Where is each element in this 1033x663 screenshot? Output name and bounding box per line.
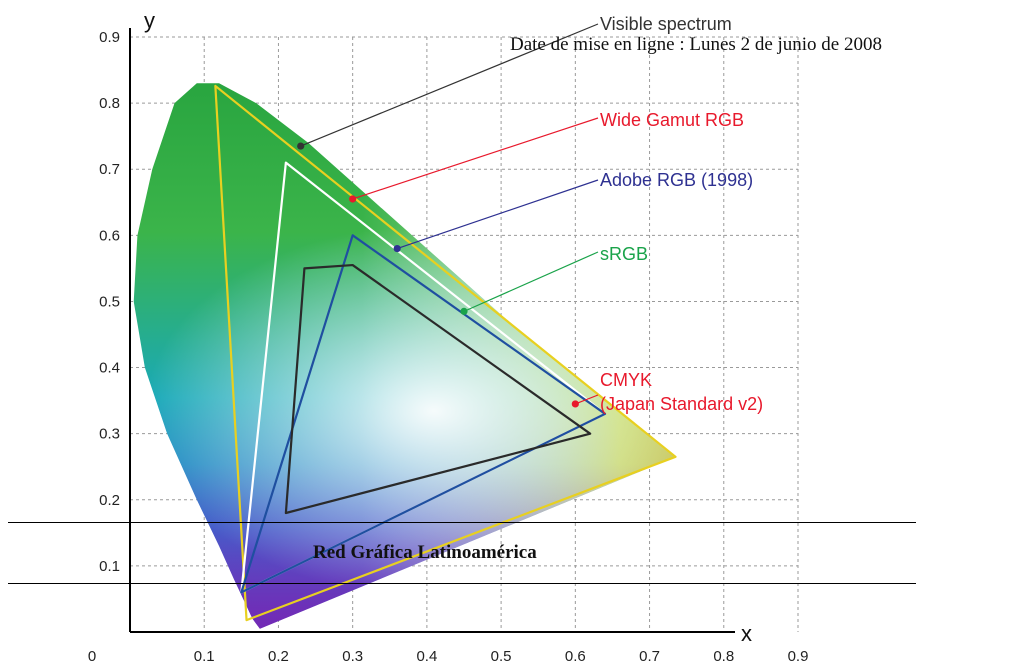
callout-dot	[297, 142, 305, 150]
x-tick-label: 0.1	[194, 648, 215, 663]
x-tick-label: 0.4	[416, 648, 437, 663]
callout-dot	[349, 195, 357, 203]
callout-label-cmyk: CMYK	[600, 370, 652, 390]
callout-line	[397, 179, 599, 250]
callout-label-wide-gamut-rgb: Wide Gamut RGB	[600, 110, 744, 130]
x-tick-label: 0.5	[491, 648, 512, 663]
x-tick-label: 0	[88, 648, 96, 663]
x-axis-label: x	[741, 621, 752, 646]
gamut-triangles	[214, 84, 677, 622]
callouts: Visible spectrum Wide Gamut RGB Adobe RGB …	[297, 14, 763, 414]
x-tick-label: 0.2	[268, 648, 289, 663]
banner-text: Red Gráfica Latinoamérica	[313, 542, 537, 563]
x-tick-label: 0.8	[713, 648, 734, 663]
gamut-srgb	[240, 234, 607, 594]
callout-label-srgb: sRGB	[600, 244, 648, 264]
y-tick-label: 0.7	[99, 161, 120, 178]
callout-line	[575, 394, 599, 405]
callout-line	[300, 23, 599, 147]
callout-line	[352, 117, 599, 200]
y-tick-label: 0.6	[99, 227, 120, 244]
axes: yx	[129, 8, 752, 646]
callout-dot	[460, 307, 468, 315]
callout-dot	[393, 244, 401, 253]
banner: Red Gráfica Latinoamérica	[8, 522, 916, 584]
y-tick-label: 0.3	[99, 426, 120, 443]
x-tick-label: 0.9	[788, 648, 809, 663]
x-tick-label: 0.3	[342, 648, 363, 663]
y-tick-label: 0.5	[99, 293, 120, 310]
y-tick-label: 0.8	[99, 95, 120, 112]
date-line: Date de mise en ligne : Lunes 2 de junio…	[510, 34, 882, 55]
y-tick-label: 0.9	[99, 29, 120, 46]
x-tick-label: 0.7	[639, 648, 660, 663]
y-tick-label: 0.4	[99, 360, 120, 377]
callout-dot	[571, 400, 579, 408]
y-tick-label: 0.1	[99, 558, 120, 575]
callout-label-adobe-rgb-1998: Adobe RGB (1998)	[600, 170, 753, 190]
gamut-wide-gamut-rgb	[214, 84, 677, 622]
callout-label-visible-spectrum: Visible spectrum	[600, 14, 732, 34]
y-tick-label: 0.2	[99, 492, 120, 509]
y-axis-label: y	[144, 8, 155, 33]
gamut-cmyk-japan-standard-v2	[284, 263, 592, 515]
callout-label-sub: (Japan Standard v2)	[600, 394, 763, 414]
callout-line	[463, 251, 599, 312]
tick-labels: 0 0.1 0.2 0.3 0.4 0.5 0.6 0.7 0.8 0.9 0.1 0.2 0.3 0.4…	[88, 29, 809, 663]
x-tick-label: 0.6	[565, 648, 586, 663]
